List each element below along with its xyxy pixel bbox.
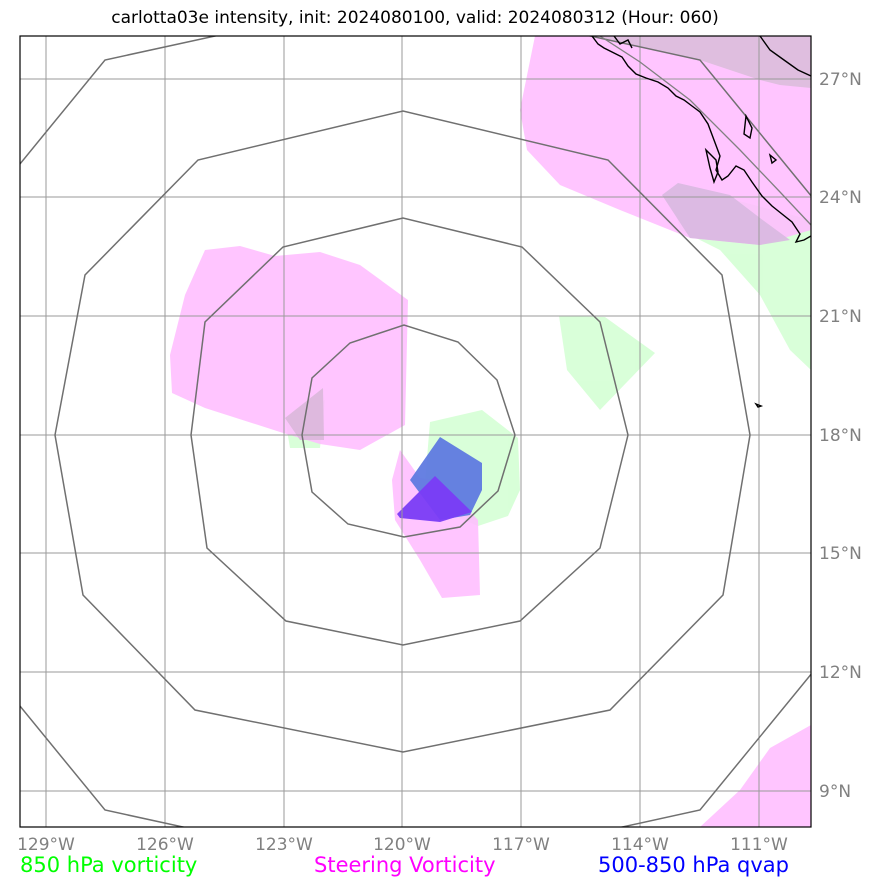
coastline [591,36,811,408]
y-tick-label: 27°N [819,70,862,90]
overlap-region-northeast [592,36,811,88]
vort850-region-east [559,316,655,410]
overlap-region-coast [662,183,790,245]
map-title: carlotta03e intensity, init: 2024080100,… [111,8,719,28]
x-tick-label: 111°W [730,835,788,855]
range-ring-3 [54,110,751,753]
y-tick-label: 24°N [819,188,862,208]
x-tick-label: 126°W [136,835,194,855]
qvap-fill [397,437,482,522]
overlap-region-west [285,388,324,440]
qvap-region-dark [397,476,472,522]
y-tick-labels: 27°N 24°N 21°N 18°N 15°N 12°N 9°N [819,70,862,802]
range-ring-4 [20,36,811,827]
x-tick-label: 114°W [611,835,669,855]
steering-region-northeast [520,36,811,245]
steering-region-southeast [700,725,811,827]
legend-qvap: 500-850 hPa qvap [598,853,789,877]
x-tick-label: 123°W [255,835,313,855]
y-tick-label: 18°N [819,426,862,446]
legend-steering-vorticity: Steering Vorticity [314,853,496,877]
steering-region-west [170,246,408,450]
x-tick-labels: 129°W 126°W 123°W 120°W 117°W 114°W 111°… [17,835,788,855]
y-tick-label: 12°N [819,663,862,683]
y-tick-label: 9°N [819,782,851,802]
gridlines [20,36,811,827]
overlap-fill [285,36,811,440]
range-ring-2 [190,217,629,646]
legend-850-hpa-vorticity: 850 hPa vorticity [20,853,198,877]
x-tick-label: 120°W [373,835,431,855]
plot-frame [19,35,812,828]
steering-region-center [392,450,480,598]
steering-vorticity-fill [170,36,811,827]
x-tick-label: 117°W [492,835,550,855]
x-tick-label: 129°W [17,835,75,855]
y-tick-label: 15°N [819,544,862,564]
y-tick-label: 21°N [819,307,862,327]
coast-track-line [599,36,811,226]
range-rings [20,36,811,827]
range-ring-1 [301,324,516,538]
